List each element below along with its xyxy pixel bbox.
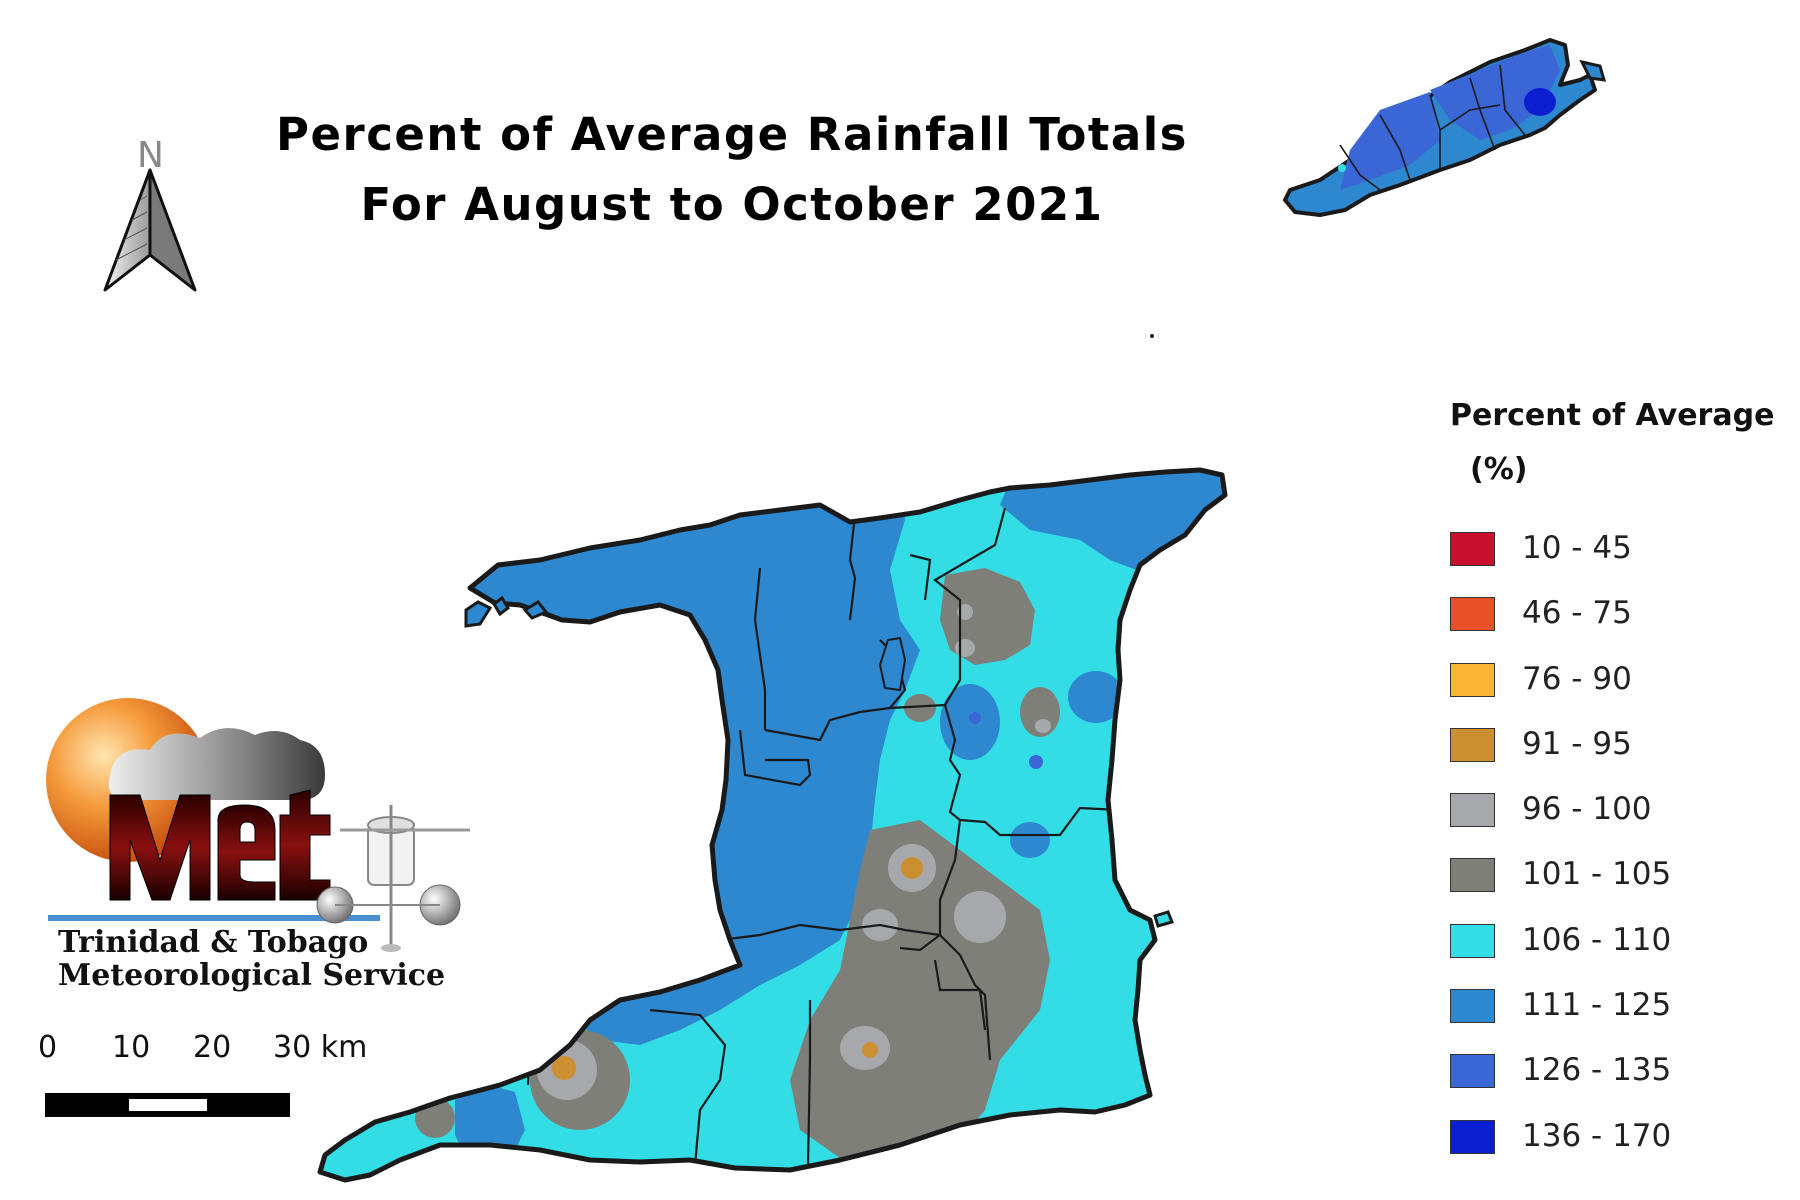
- legend-swatch: [1450, 858, 1495, 893]
- legend-swatch: [1450, 662, 1495, 697]
- trinidad-island: [317, 467, 1228, 1183]
- legend-label: 91 - 95: [1522, 725, 1632, 762]
- zone-91-95: [901, 857, 923, 879]
- trinidad-coastline: [317, 467, 1228, 1183]
- islet: [1153, 910, 1175, 928]
- tobago-zone-136-170: [1524, 88, 1556, 116]
- zone-96-100: [955, 639, 975, 657]
- zone-111-125-east-blob: [1068, 671, 1124, 723]
- scale-bar-segment: [129, 1099, 207, 1111]
- north-arrow-icon: [103, 168, 197, 292]
- legend-swatch: [1450, 532, 1495, 566]
- legend-swatch: [1450, 1054, 1495, 1089]
- zone-101-105-blob: [904, 694, 936, 722]
- cloud-icon: [108, 728, 325, 800]
- legend-label: 126 - 135: [1522, 1052, 1672, 1089]
- legend-label: 136 - 170: [1522, 1117, 1672, 1154]
- lake-shape: [878, 636, 907, 692]
- legend-label: 46 - 75: [1522, 595, 1632, 632]
- scale-label: 30 km: [273, 1030, 368, 1065]
- scale-bar: [45, 1093, 290, 1117]
- tobago-parish-boundaries: [1339, 64, 1526, 191]
- legend-label: 10 - 45: [1522, 530, 1632, 566]
- arrow-hatching: [115, 195, 148, 261]
- zone-126-135-dot: [1029, 755, 1043, 769]
- islet: [522, 600, 549, 620]
- scale-label: 20: [193, 1030, 232, 1065]
- islet: [492, 595, 510, 617]
- logo-line1: Trinidad & Tobago: [58, 925, 369, 960]
- legend-label: 96 - 100: [1522, 791, 1652, 828]
- map-title-line1: Percent of Average Rainfall Totals: [276, 108, 1188, 161]
- zone-111-125-southwest: [455, 1085, 525, 1165]
- legend-unit: (%): [1470, 452, 1528, 487]
- map-dot: [1150, 334, 1154, 338]
- met-logo: [46, 698, 470, 952]
- scale-label: 0: [38, 1030, 58, 1065]
- islet: [1579, 59, 1607, 82]
- legend-swatch: [1450, 793, 1495, 828]
- zone-91-95: [862, 1042, 878, 1058]
- legend-label: 111 - 125: [1522, 987, 1672, 1024]
- tobago-zone-106-110: [1338, 164, 1346, 172]
- legend-label: 76 - 90: [1522, 660, 1632, 697]
- met-wordmark: [109, 789, 331, 901]
- legend-swatch: [1450, 989, 1495, 1024]
- tobago-zone-126-135: [1340, 92, 1440, 190]
- zone-91-95: [552, 1056, 576, 1080]
- legend-label: 106 - 110: [1522, 921, 1672, 958]
- tobago-island: [1283, 38, 1607, 217]
- map-title-line2: For August to October 2021: [360, 178, 1104, 231]
- tobago-zone-126-135: [1430, 45, 1560, 140]
- zone-96-100: [1035, 719, 1051, 733]
- north-label: N: [137, 135, 164, 176]
- legend-label: 101 - 105: [1522, 856, 1672, 893]
- county-boundaries: [526, 507, 1121, 1166]
- scale-label: 10: [112, 1030, 151, 1065]
- legend-title: Percent of Average: [1450, 398, 1775, 433]
- zone-111-125-small-blob: [1010, 822, 1050, 858]
- islet: [464, 600, 493, 628]
- legend-swatch: [1450, 1119, 1495, 1154]
- zone-96-100: [954, 891, 1006, 943]
- legend-swatch: [1450, 727, 1495, 762]
- legend-swatch: [1450, 923, 1495, 958]
- zone-126-135-dot: [969, 712, 981, 724]
- legend-swatch: [1450, 597, 1495, 632]
- logo-line2: Meteorological Service: [58, 958, 446, 993]
